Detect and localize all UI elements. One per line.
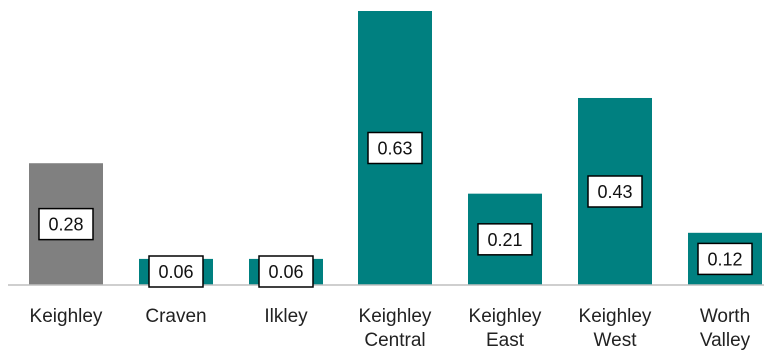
category-label: Keighley East <box>469 306 542 351</box>
data-label-0: 0.28 <box>39 209 93 240</box>
category-labels-group: Keighley Craven Ilkley Keighley CentralKeigh… <box>30 306 751 351</box>
data-label-text: 0.12 <box>707 249 742 269</box>
category-label: Worth Valley <box>700 306 751 351</box>
category-label-line: East <box>486 330 525 351</box>
data-label-2: 0.06 <box>259 256 313 287</box>
data-label-6: 0.12 <box>698 243 752 274</box>
data-label-5: 0.43 <box>588 176 642 207</box>
data-label-text: 0.43 <box>597 182 632 202</box>
data-label-text: 0.06 <box>268 262 303 282</box>
category-label-line: Ilkley <box>264 306 308 327</box>
category-label: Keighley Central <box>359 306 432 351</box>
data-label-3: 0.63 <box>368 133 422 164</box>
data-label-4: 0.21 <box>478 224 532 255</box>
category-label: Ilkley <box>264 306 308 327</box>
category-label: Keighley West <box>579 306 652 351</box>
data-label-text: 0.63 <box>377 139 412 159</box>
data-label-1: 0.06 <box>149 256 203 287</box>
data-label-text: 0.28 <box>48 215 83 235</box>
category-label-line: Keighley <box>359 306 432 327</box>
data-label-text: 0.06 <box>158 262 193 282</box>
data-label-text: 0.21 <box>487 230 522 250</box>
category-label-line: Keighley <box>579 306 652 327</box>
category-label-line: Keighley <box>30 306 103 327</box>
category-label-line: Keighley <box>469 306 542 327</box>
category-label: Craven <box>145 306 206 327</box>
category-label-line: Valley <box>700 330 751 351</box>
category-label: Keighley <box>30 306 103 327</box>
category-label-line: Craven <box>145 306 206 327</box>
category-label-line: Central <box>364 330 425 351</box>
category-label-line: West <box>594 330 638 351</box>
category-label-line: Worth <box>700 306 750 327</box>
